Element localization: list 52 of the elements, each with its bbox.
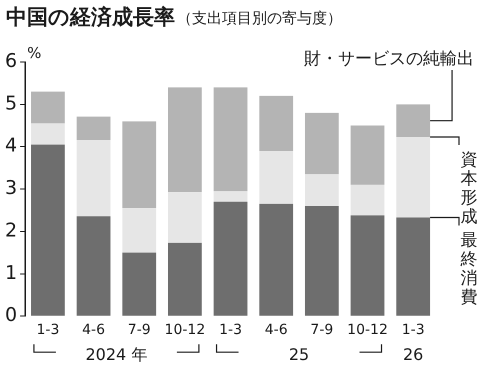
y-tick-label: 0 <box>4 304 18 326</box>
y-tick-label: 2 <box>4 219 18 242</box>
y-tick-label: 5 <box>4 92 18 114</box>
bar <box>396 136 430 218</box>
bar <box>350 126 384 185</box>
bar <box>122 121 156 208</box>
x-tick-label: 1-3 <box>36 322 60 338</box>
chart-title: 中国の経済成長率 <box>6 5 175 29</box>
x-tick-label: 7-9 <box>310 322 334 338</box>
bar <box>350 215 384 316</box>
x-tick-label: 1-3 <box>219 322 242 338</box>
bar <box>168 87 202 192</box>
series-label: 最終消費 <box>460 230 478 308</box>
series-label: 財・サービスの純輸出 <box>304 49 474 69</box>
bar <box>122 252 156 316</box>
bar <box>76 140 110 216</box>
text: 26 <box>402 345 424 364</box>
text: 25 <box>288 345 310 364</box>
bar <box>76 216 110 316</box>
bar <box>304 112 339 174</box>
bar <box>304 206 339 316</box>
bar <box>31 123 65 145</box>
series-label: 資本形成 <box>460 150 478 227</box>
bar <box>214 191 248 202</box>
y-axis-title: % <box>27 44 42 62</box>
bar <box>168 192 202 243</box>
y-tick-label: 3 <box>4 177 18 200</box>
x-tick-label: 4-6 <box>82 322 106 338</box>
bar <box>122 208 156 253</box>
x-tick-label: 10-12 <box>347 322 388 338</box>
bar <box>396 104 430 137</box>
bar <box>350 184 384 216</box>
x-tick-label: 1-3 <box>402 322 425 338</box>
bar <box>259 204 294 316</box>
bar <box>214 202 248 316</box>
x-tick-label: 4-6 <box>264 322 288 338</box>
chart-subtitle: （支出項目別の寄与度） <box>177 9 342 27</box>
bar <box>31 144 65 316</box>
bar <box>168 242 202 316</box>
y-tick-label: 1 <box>4 262 18 284</box>
x-tick-label: 10-12 <box>164 322 206 338</box>
bar <box>76 116 110 140</box>
x-tick-label: 7-9 <box>128 322 151 338</box>
bar <box>259 96 294 151</box>
text: 2024 年 <box>85 345 148 364</box>
bar <box>31 92 65 124</box>
bar <box>304 174 339 206</box>
bar <box>214 87 248 192</box>
bar <box>259 150 294 204</box>
y-tick-label: 4 <box>4 134 18 157</box>
y-tick-label: 6 <box>4 50 18 72</box>
bar <box>396 217 430 316</box>
